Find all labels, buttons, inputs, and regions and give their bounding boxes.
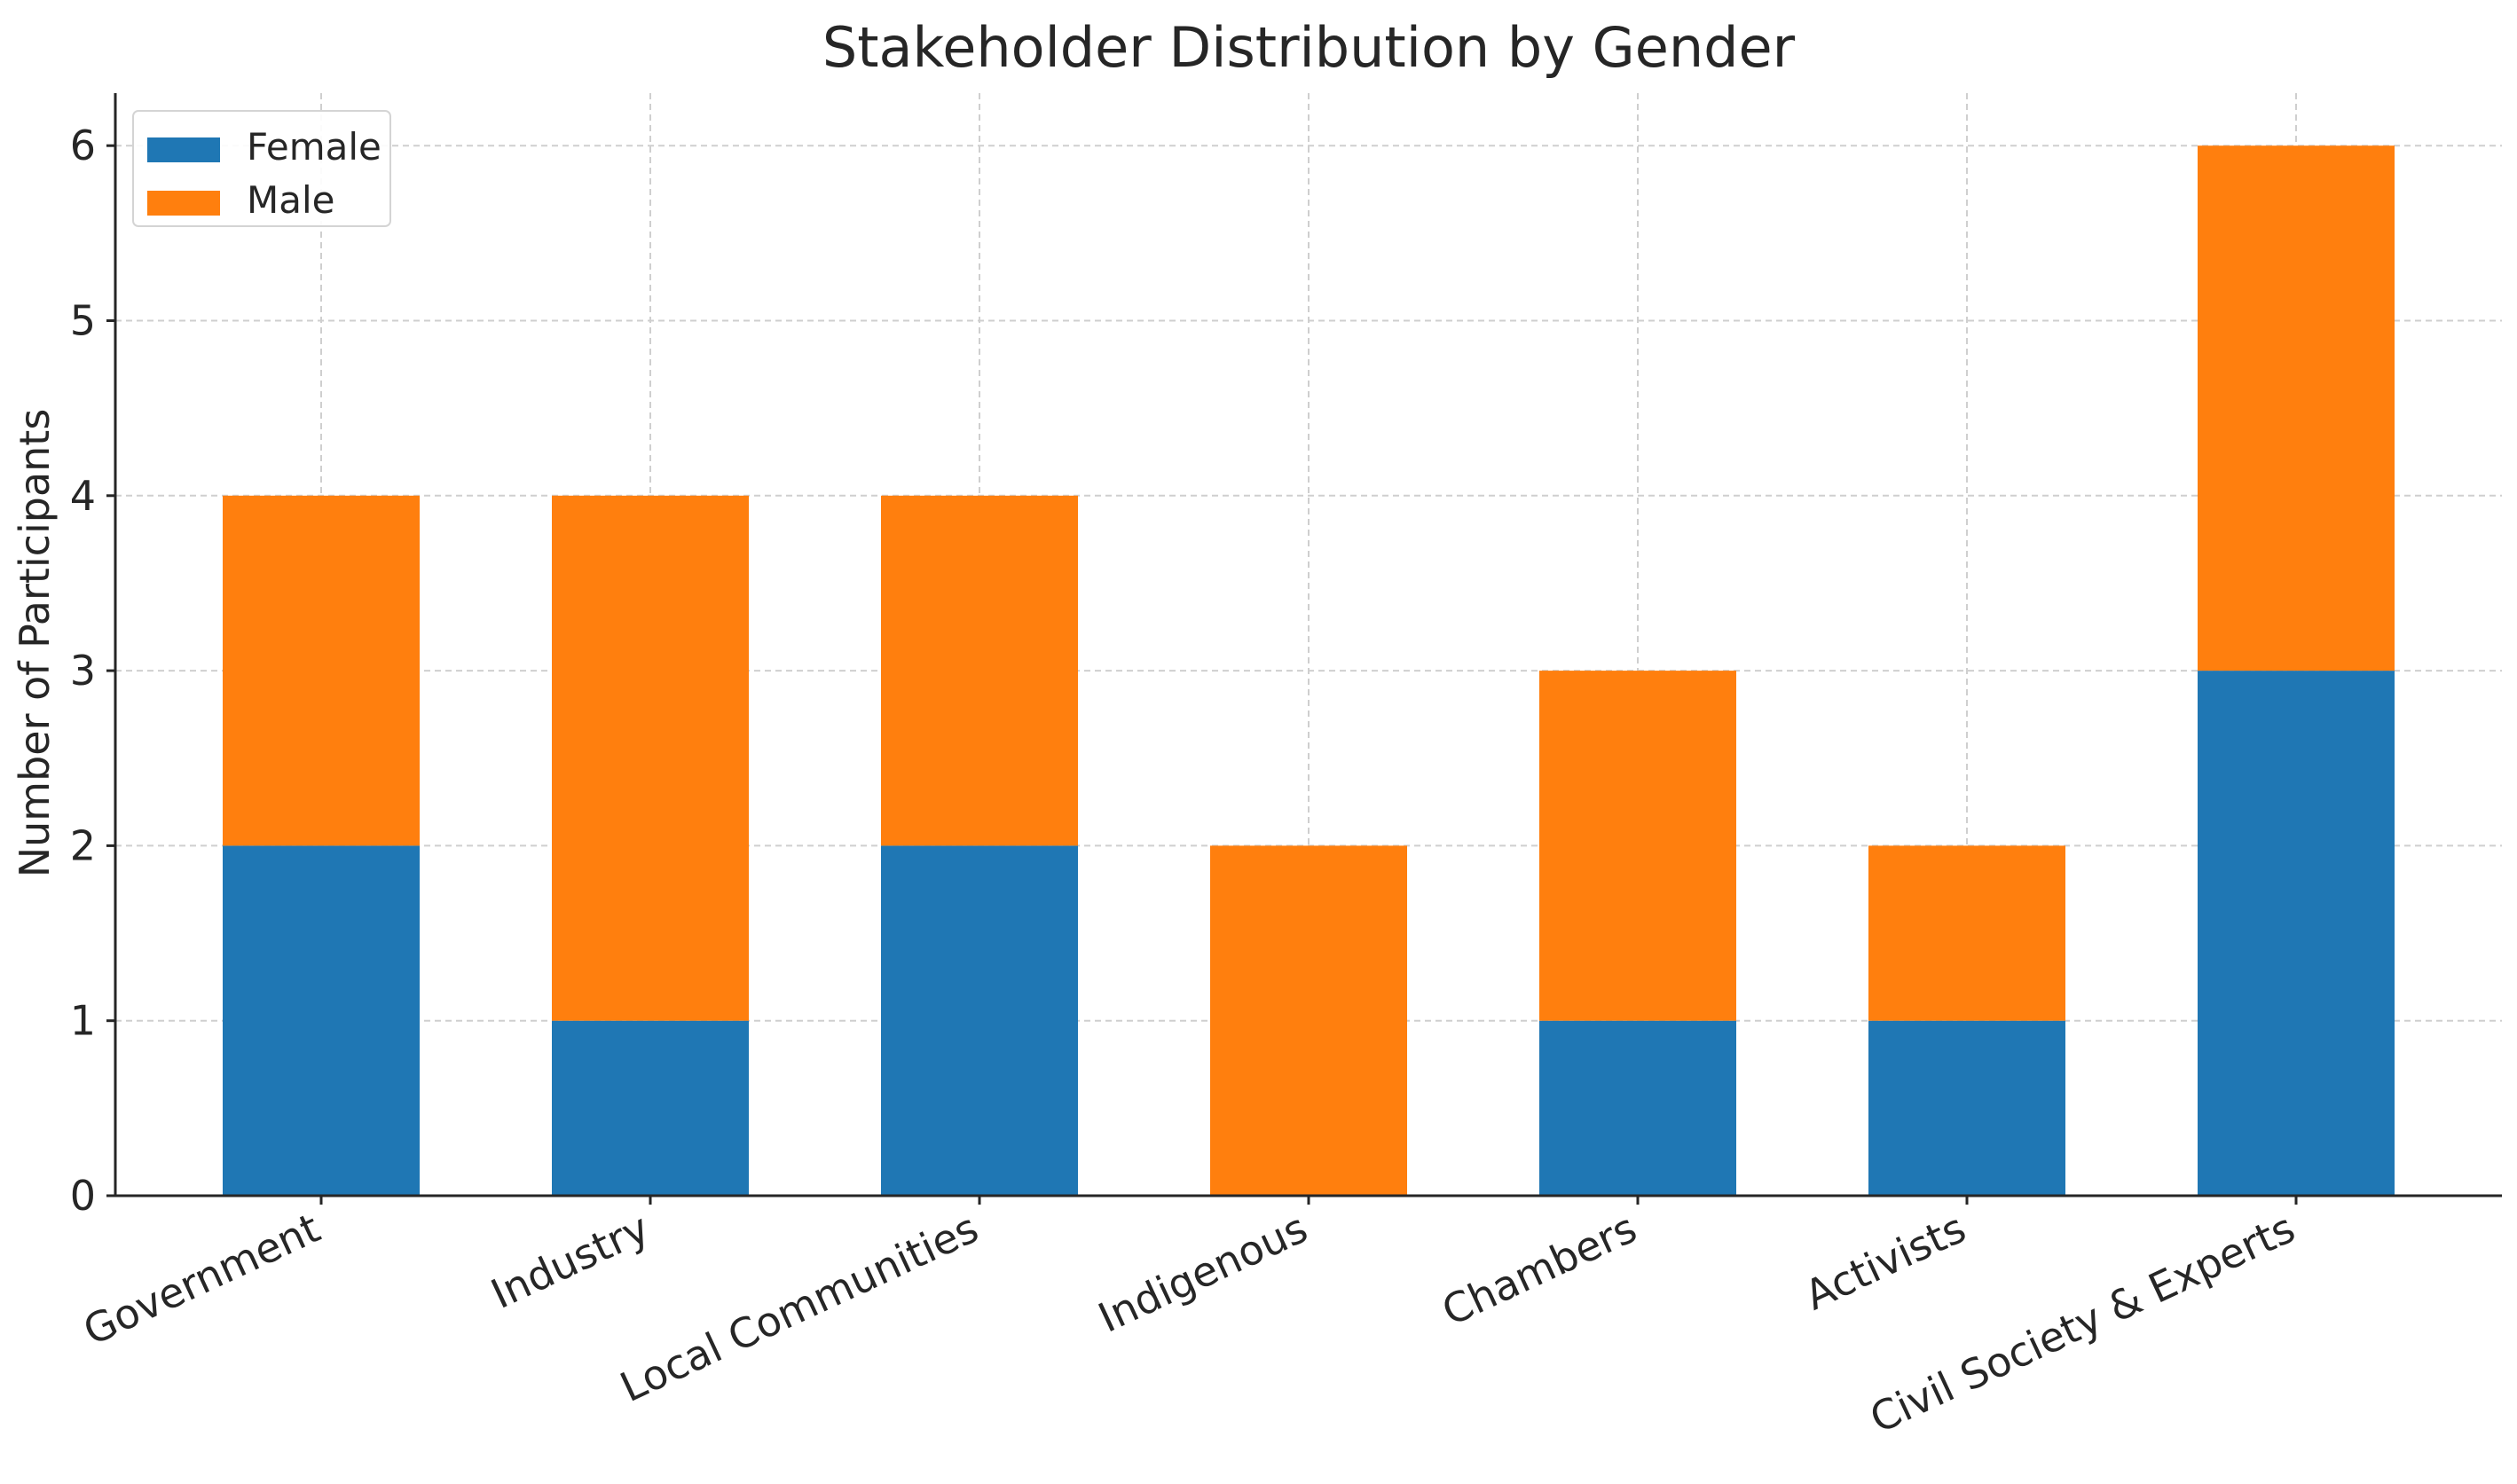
bar-female-4 xyxy=(1539,1020,1736,1196)
x-tick-label-1: Industry xyxy=(484,1204,656,1318)
legend-label-female: Female xyxy=(247,125,381,169)
y-tick-label-5: 5 xyxy=(70,296,96,344)
bar-male-0 xyxy=(223,495,420,846)
legend-swatch-male xyxy=(147,191,220,216)
legend: Female Male xyxy=(132,110,391,227)
y-tick-label-0: 0 xyxy=(70,1172,96,1220)
x-tick-label-3: Indigenous xyxy=(1091,1204,1315,1342)
bar-female-6 xyxy=(2198,671,2395,1196)
y-tick-label-2: 2 xyxy=(70,821,96,869)
bar-male-3 xyxy=(1210,845,1407,1196)
axes xyxy=(106,93,2502,1205)
y-tick-label-3: 3 xyxy=(70,647,96,695)
bar-female-1 xyxy=(552,1020,749,1196)
y-tick-label-1: 1 xyxy=(70,997,96,1045)
legend-swatch-female xyxy=(147,137,220,162)
x-tick-label-0: Government xyxy=(76,1204,327,1354)
bar-female-5 xyxy=(1868,1020,2065,1196)
y-axis-label: Number of Participants xyxy=(11,409,59,878)
bars xyxy=(223,145,2395,1196)
x-tick-label-4: Chambers xyxy=(1435,1204,1643,1335)
chart-title: Stakeholder Distribution by Gender xyxy=(822,15,1796,80)
y-tick-label-4: 4 xyxy=(70,472,96,520)
bar-male-2 xyxy=(881,495,1078,846)
bar-male-4 xyxy=(1539,671,1736,1021)
bar-female-0 xyxy=(223,845,420,1196)
legend-label-male: Male xyxy=(247,178,334,222)
bar-male-1 xyxy=(552,495,749,1021)
x-tick-label-2: Local Communities xyxy=(613,1204,986,1411)
bar-male-6 xyxy=(2198,145,2395,671)
bar-female-2 xyxy=(881,845,1078,1196)
bar-male-5 xyxy=(1868,845,2065,1021)
x-tick-label-5: Activists xyxy=(1797,1204,1973,1319)
y-tick-label-6: 6 xyxy=(70,122,96,169)
